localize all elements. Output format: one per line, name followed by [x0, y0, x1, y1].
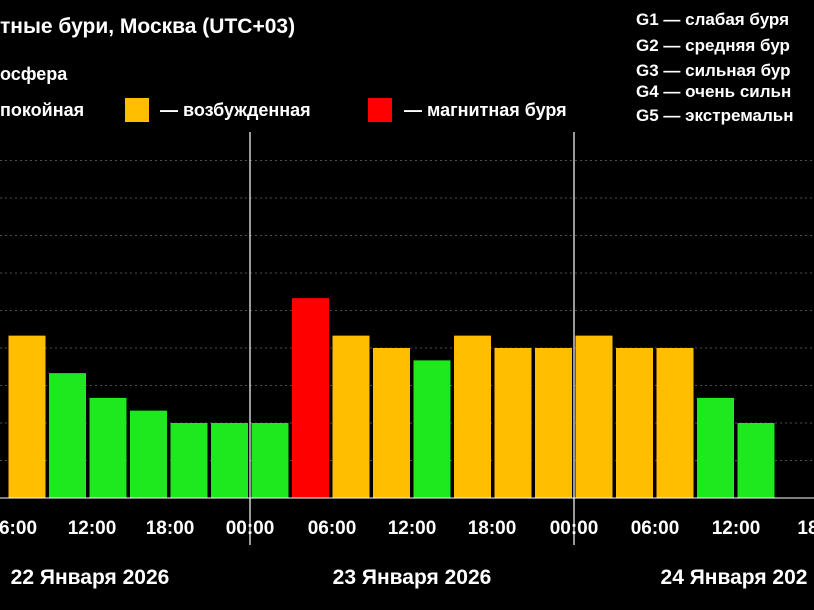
x-tick-label: 18: [797, 518, 814, 539]
g-scale-g3: G3 — сильная бур: [636, 61, 791, 80]
kp-bar-12: [494, 348, 532, 498]
day-label: 23 Января 2026: [333, 566, 492, 589]
x-tick-label: 18:00: [468, 518, 517, 539]
kp-bar-4: [170, 423, 208, 498]
x-tick-label: 6:00: [0, 518, 37, 539]
kp-bar-5: [211, 423, 248, 498]
kp-bar-18: [737, 423, 775, 498]
chart-subtitle: осфера: [0, 64, 68, 84]
kp-bar-1: [49, 373, 86, 498]
x-tick-label: 00:00: [550, 518, 599, 539]
kp-bar-10: [413, 360, 451, 498]
day-labels: 22 Января 2026 23 Января 2026 24 Января 20…: [11, 566, 808, 589]
g-scale-g5: G5 — экстремальн: [636, 106, 794, 125]
chart-title: тные бури, Москва (UTC+03): [0, 15, 295, 38]
kp-bar-3: [130, 410, 167, 498]
x-tick-label: 00:00: [226, 518, 275, 539]
legend-calm-label: покойная: [0, 100, 84, 120]
x-tick-label: 12:00: [388, 518, 437, 539]
legend-storm-swatch: [368, 98, 392, 122]
legend-excited-swatch: [125, 98, 149, 122]
x-tick-label: 12:00: [68, 518, 117, 539]
day-dividers: [249, 132, 575, 545]
x-tick-labels: 6:00 12:00 18:00 00:00 06:00 12:00 18:00 00:00 0…: [0, 518, 814, 539]
kp-bar-15: [616, 348, 653, 498]
kp-bar-9: [373, 348, 410, 498]
day-label: 24 Января 202: [661, 566, 808, 589]
kp-bar-17: [697, 397, 734, 498]
x-tick-label: 06:00: [308, 518, 357, 539]
x-tick-label: 12:00: [712, 518, 761, 539]
kp-bar-13: [535, 348, 572, 498]
bars: [0, 298, 814, 499]
kp-bar-2: [89, 397, 127, 498]
legend-excited-label: — возбужденная: [160, 100, 311, 120]
legend-storm-label: — магнитная буря: [404, 100, 567, 120]
day-label: 22 Января 2026: [11, 566, 170, 589]
kp-bar-8: [332, 335, 370, 498]
x-tick-label: 18:00: [146, 518, 195, 539]
kp-bar-14: [575, 335, 613, 498]
kp-bar-7: [292, 298, 329, 498]
kp-bar-11: [454, 335, 491, 498]
kp-bar-6: [251, 423, 289, 498]
g-scale-g4: G4 — очень сильн: [636, 82, 791, 101]
x-tick-label: 06:00: [631, 518, 680, 539]
kp-bar-0: [8, 335, 46, 498]
kp-bar-16: [656, 348, 694, 498]
g-scale-g2: G2 — средняя бур: [636, 36, 790, 55]
g-scale-g1: G1 — слабая буря: [636, 10, 789, 29]
